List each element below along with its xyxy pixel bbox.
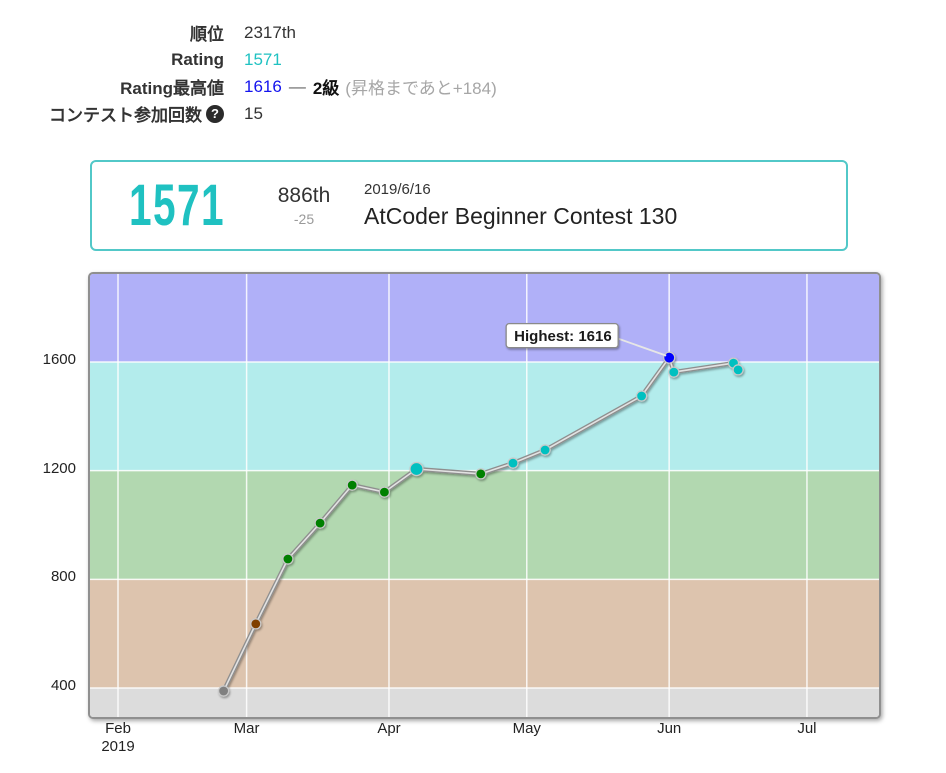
- rank-value: 2317th: [244, 22, 296, 42]
- panel-rating-value: 1571: [129, 172, 225, 238]
- rating-graph[interactable]: Highest: 1616: [88, 272, 881, 719]
- stat-row-rank: 順位 2317th: [0, 19, 497, 46]
- rating-band-green: [90, 470, 879, 580]
- rating-point[interactable]: [409, 461, 424, 477]
- y-axis-label: 1600: [42, 351, 76, 368]
- user-stats: 順位 2317th Rating 1571 Rating最高値 1616 — 2…: [0, 19, 497, 127]
- promotion-note: (昇格まであと+184): [345, 79, 497, 98]
- rating-band-blue: [90, 274, 879, 362]
- rating-label: Rating: [171, 49, 224, 69]
- x-axis-label: Jun: [657, 720, 682, 737]
- tooltip-text: Highest: 1616: [514, 328, 612, 345]
- rating-band-brown: [90, 579, 879, 689]
- rating-point[interactable]: [507, 457, 519, 469]
- rating-point[interactable]: [635, 390, 648, 402]
- dash-separator: —: [288, 76, 306, 96]
- rating-point[interactable]: [663, 351, 676, 364]
- rating-point[interactable]: [346, 479, 358, 491]
- tooltip-connector: [617, 337, 667, 357]
- contest-count-value: 15: [244, 103, 263, 123]
- rating-band-gray: [90, 688, 879, 717]
- panel-rank: 886th: [277, 184, 331, 207]
- x-axis-label: Jul: [797, 720, 817, 737]
- rating-point[interactable]: [732, 364, 744, 376]
- x-axis-label: Apr: [377, 720, 401, 737]
- tooltip-box: [505, 323, 619, 349]
- panel-contest-date: 2019/6/16: [364, 181, 431, 198]
- rating-point[interactable]: [282, 553, 294, 565]
- rating-graph-canvas[interactable]: Highest: 1616: [90, 274, 879, 717]
- question-circle-icon[interactable]: ?: [206, 104, 224, 123]
- x-axis-label: May: [512, 720, 541, 737]
- latest-contest-panel: 1571 886th -25 2019/6/16 AtCoder Beginne…: [90, 160, 848, 251]
- stat-row-highest-rating: Rating最高値 1616 — 2級 (昇格まであと+184): [0, 73, 497, 100]
- highest-rating-label: Rating最高値: [120, 79, 224, 98]
- panel-rating-delta: -25: [293, 211, 315, 227]
- rating-point[interactable]: [314, 517, 326, 529]
- highest-rating-value: 1616: [244, 76, 282, 96]
- y-axis-label: 800: [50, 568, 76, 586]
- rating-point[interactable]: [668, 366, 680, 378]
- y-axis-label: 400: [50, 677, 76, 694]
- rating-value: 1571: [244, 49, 282, 69]
- rating-point[interactable]: [218, 685, 230, 697]
- grade-value: 2級: [312, 79, 340, 98]
- rank-label: 順位: [190, 25, 224, 44]
- y-axis-label: 1200: [42, 459, 76, 477]
- stat-row-contest-count: コンテスト参加回数 ? 15: [0, 100, 497, 127]
- x-axis-label: Feb 2019: [101, 720, 135, 755]
- contest-count-label: コンテスト参加回数: [49, 106, 202, 125]
- highest-tooltip: Highest: 1616: [505, 323, 667, 357]
- rating-point[interactable]: [539, 444, 551, 456]
- rating-point[interactable]: [378, 486, 390, 498]
- panel-contest-name: AtCoder Beginner Contest 130: [364, 203, 678, 229]
- stat-row-rating: Rating 1571: [0, 46, 497, 73]
- rating-point[interactable]: [475, 468, 487, 480]
- rating-band-cyan: [90, 362, 879, 471]
- rating-point[interactable]: [250, 618, 262, 630]
- x-axis-label: Mar: [233, 720, 260, 737]
